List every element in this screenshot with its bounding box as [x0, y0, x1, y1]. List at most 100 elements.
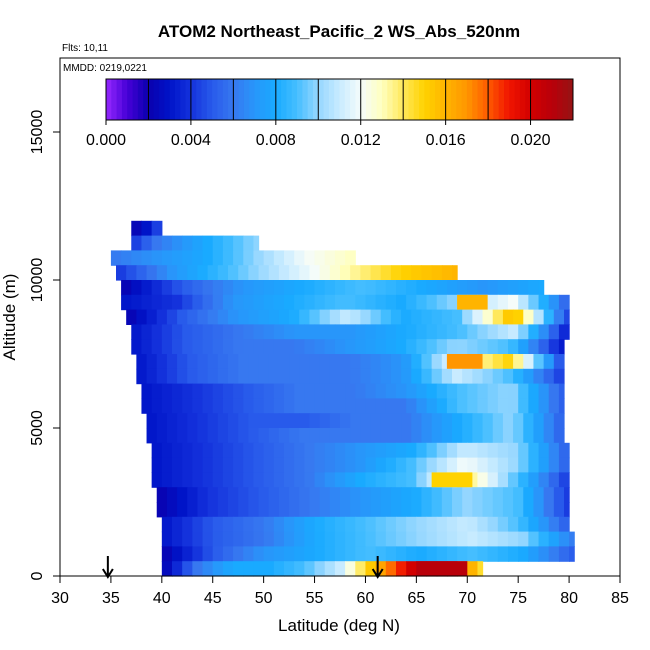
colorbar-swatch: [106, 79, 112, 120]
heat-cell: [416, 383, 428, 399]
heat-cell: [396, 516, 407, 533]
heat-cell: [217, 413, 229, 429]
heat-cell: [263, 324, 275, 340]
colorbar-swatch: [397, 79, 404, 120]
heat-cell: [538, 383, 550, 399]
colorbar-swatch: [535, 79, 542, 120]
heat-cell: [411, 265, 423, 281]
heat-cell: [518, 457, 529, 473]
heat-cell: [284, 472, 295, 488]
heat-cell: [329, 309, 341, 325]
heat-cell: [329, 354, 341, 370]
heat-cell: [355, 561, 367, 577]
x-tick-label: 55: [306, 590, 324, 607]
heat-cell: [365, 472, 377, 488]
heat-cell: [385, 383, 397, 399]
x-tick-label: 70: [458, 590, 476, 607]
heat-cell: [523, 413, 535, 429]
heat-cell: [497, 442, 509, 459]
heat-cell: [380, 354, 392, 370]
heat-cell: [273, 280, 285, 296]
heat-cell: [299, 368, 311, 385]
heat-cell: [467, 442, 479, 459]
heat-cell: [401, 428, 412, 444]
heat-cell: [482, 413, 494, 429]
heat-cell: [273, 250, 285, 266]
heat-cell: [380, 413, 392, 429]
heat-cell: [329, 265, 341, 281]
heat-cell: [462, 487, 473, 503]
colorbar-swatch: [254, 79, 261, 120]
heat-cell: [528, 398, 540, 414]
heat-cell: [116, 265, 127, 281]
heat-cell: [533, 368, 545, 385]
heat-cell: [508, 280, 519, 296]
colorbar-swatch: [360, 79, 367, 120]
heat-cell: [487, 531, 499, 547]
heat-cell: [421, 354, 433, 370]
heat-cell: [182, 472, 193, 488]
heat-cell: [355, 442, 367, 459]
heat-cell: [370, 265, 382, 281]
heat-cell: [457, 531, 468, 547]
heat-cell: [202, 294, 214, 311]
x-axis-label: Latitude (deg N): [278, 616, 400, 635]
heat-cell: [558, 457, 570, 473]
heat-cell: [558, 398, 565, 414]
heat-cell: [197, 368, 209, 385]
colorbar-swatch: [116, 79, 123, 120]
heat-cell: [294, 339, 305, 355]
heat-cell: [518, 324, 529, 340]
heat-cell: [497, 531, 509, 547]
y-tick-label: 5000: [29, 410, 46, 446]
heat-cell: [273, 324, 285, 340]
heat-cell: [314, 339, 326, 355]
heat-cell: [192, 250, 204, 266]
heat-cell: [294, 324, 305, 340]
heat-cell: [284, 250, 295, 266]
heat-cell: [182, 280, 193, 296]
heat-cell: [334, 561, 346, 577]
heat-cell: [243, 531, 255, 547]
heat-cell: [309, 265, 321, 281]
colorbar-swatch: [318, 79, 325, 120]
heat-cell: [212, 442, 224, 459]
heat-cell: [340, 368, 351, 385]
heat-cell: [385, 561, 397, 577]
heat-cell: [467, 280, 479, 296]
heat-cell: [533, 413, 545, 429]
heat-cell: [497, 280, 509, 296]
colorbar-swatch: [381, 79, 388, 120]
heat-cell: [329, 487, 341, 503]
colorbar-swatch: [429, 79, 436, 120]
heat-cell: [238, 265, 249, 281]
heat-cell: [314, 294, 326, 311]
heat-cell: [233, 516, 244, 533]
heat-cell: [172, 250, 183, 266]
heat-cell: [222, 324, 234, 340]
heat-cell: [441, 265, 453, 281]
heat-cell: [467, 561, 479, 577]
heat-cell: [508, 472, 519, 488]
heat-cell: [278, 428, 290, 444]
heat-cell: [472, 502, 484, 518]
heat-cell: [431, 502, 443, 518]
heat-cell: [487, 516, 499, 533]
heat-cell: [396, 280, 407, 296]
heat-cell: [212, 250, 224, 266]
colorbar-swatch: [270, 79, 277, 120]
heat-cell: [248, 428, 260, 444]
heat-cell: [258, 265, 270, 281]
heat-cell: [365, 546, 377, 562]
heat-cell: [151, 398, 163, 414]
heat-cell: [131, 220, 143, 237]
heat-cell: [416, 457, 428, 473]
heat-cell: [268, 428, 280, 444]
heat-cell: [314, 383, 326, 399]
heat-cell: [548, 546, 560, 562]
heat-cell: [482, 487, 494, 503]
heat-cell: [309, 428, 321, 444]
heat-cell: [406, 383, 417, 399]
heat-cell: [192, 442, 204, 459]
heat-cell: [324, 324, 336, 340]
